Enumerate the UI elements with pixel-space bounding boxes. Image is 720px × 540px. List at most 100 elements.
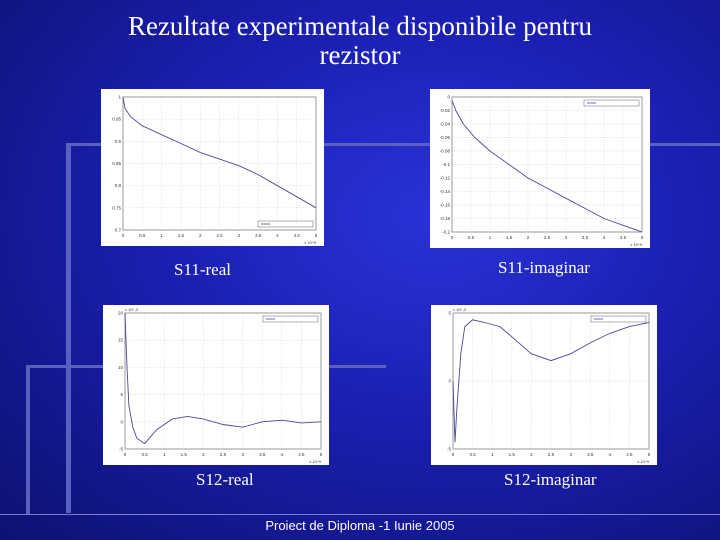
y-tick-label: 5 bbox=[120, 392, 123, 397]
y-tick-label: 0 bbox=[447, 95, 450, 100]
caption-s11-real: S11-real bbox=[174, 260, 231, 279]
x-tick-label: 1.5 bbox=[178, 233, 185, 238]
x-tick-label: 5 bbox=[315, 233, 318, 238]
y-exponent-label: x 10^-3 bbox=[125, 307, 139, 312]
x-tick-label: 0 bbox=[122, 233, 125, 238]
y-tick-label: -0.04 bbox=[440, 122, 451, 127]
decor-horizontal-bar-1 bbox=[66, 143, 720, 146]
y-tick-label: -0.14 bbox=[440, 189, 451, 194]
y-tick-label: 0 bbox=[120, 419, 123, 424]
x-tick-label: 1 bbox=[489, 235, 492, 240]
y-tick-label: 0.85 bbox=[112, 161, 121, 166]
x-tick-label: 4 bbox=[609, 452, 612, 457]
x-tick-label: 3 bbox=[565, 235, 568, 240]
series-line bbox=[122, 96, 317, 209]
x-tick-label: 1.5 bbox=[509, 452, 516, 457]
x-tick-label: 4 bbox=[281, 452, 284, 457]
y-tick-label: -5 bbox=[119, 447, 123, 452]
footer-divider bbox=[0, 514, 720, 515]
x-tick-label: 5 bbox=[320, 452, 323, 457]
chart-s11-real: 0 0.5 1 1.5 2 2.5 3 3.5 4 4.5 5 0.7 0.75 0.8 0.85 0.9 0.… bbox=[112, 95, 318, 246]
plot-s12-imag: 0 0.5 1 1.5 2 2.5 3 3.5 4 4.5 5 -5 0 5 x 10^9 x 10^-3 bbox=[431, 305, 657, 465]
y-tick-label: 10 bbox=[118, 365, 124, 370]
y-tick-label: -5 bbox=[447, 447, 451, 452]
x-tick-label: 3 bbox=[241, 452, 244, 457]
y-tick-label: 0.8 bbox=[115, 183, 122, 188]
y-tick-label: 20 bbox=[118, 311, 124, 316]
y-tick-label: -0.12 bbox=[440, 176, 451, 181]
x-tick-label: 3 bbox=[238, 233, 241, 238]
title-line-2: rezistor bbox=[319, 40, 401, 70]
legend-box bbox=[262, 315, 319, 323]
x-tick-label: 2 bbox=[202, 452, 205, 457]
x-tick-label: 4.5 bbox=[626, 452, 633, 457]
x-tick-label: 1.5 bbox=[181, 452, 188, 457]
x-tick-label: 2.5 bbox=[548, 452, 555, 457]
y-tick-label: -0.2 bbox=[442, 230, 450, 235]
legend-box bbox=[590, 315, 647, 323]
y-tick-label: 1 bbox=[118, 95, 121, 100]
y-tick-label: 15 bbox=[118, 338, 124, 343]
y-tick-label: 0.7 bbox=[115, 228, 122, 233]
slide-title: Rezultate experimentale disponibile pent… bbox=[90, 12, 630, 70]
decor-vertical-bar-1 bbox=[66, 143, 71, 513]
y-exponent-label: x 10^-3 bbox=[453, 307, 467, 312]
x-tick-label: 0 bbox=[124, 452, 127, 457]
x-tick-label: 4.5 bbox=[620, 235, 627, 240]
x-exponent-label: x 10^9 bbox=[309, 459, 321, 464]
series-line bbox=[124, 312, 322, 445]
y-tick-label: -0.08 bbox=[440, 149, 451, 154]
x-tick-label: 1 bbox=[160, 233, 163, 238]
y-tick-label: -0.02 bbox=[440, 108, 451, 113]
plot-s11-real: 0 0.5 1 1.5 2 2.5 3 3.5 4 4.5 5 0.7 0.75 0.8 0.85 0.9 0.… bbox=[101, 89, 324, 246]
legend-box bbox=[257, 220, 314, 228]
plot-s12-real: 0 0.5 1 1.5 2 2.5 3 3.5 4 4.5 5 -5 0 5 10 15 20 x 10^9 x 1… bbox=[103, 305, 329, 465]
plot-s11-imag: 0 0.5 1 1.5 2 2.5 3 3.5 4 4.5 5 -0.2 -0.18 -0.16 -0.14… bbox=[430, 89, 650, 248]
y-tick-label: 5 bbox=[448, 311, 451, 316]
x-tick-label: 3.5 bbox=[582, 235, 589, 240]
series-line bbox=[451, 100, 643, 233]
caption-s11-imag: S11-imaginar bbox=[498, 258, 590, 277]
y-tick-label: -0.16 bbox=[440, 203, 451, 208]
x-tick-label: 3.5 bbox=[587, 452, 594, 457]
x-tick-label: 2 bbox=[530, 452, 533, 457]
x-tick-label: 1.5 bbox=[506, 235, 513, 240]
legend-box bbox=[583, 99, 640, 107]
x-tick-label: 0.5 bbox=[469, 452, 476, 457]
x-tick-label: 5 bbox=[648, 452, 651, 457]
x-tick-label: 2 bbox=[527, 235, 530, 240]
x-tick-label: 4.5 bbox=[298, 452, 305, 457]
chart-s11-imag: 0 0.5 1 1.5 2 2.5 3 3.5 4 4.5 5 -0.2 -0.18 -0.16 -0.14… bbox=[440, 95, 644, 248]
x-exponent-label: x 10^9 bbox=[630, 242, 642, 247]
x-tick-label: 2.5 bbox=[216, 233, 223, 238]
x-tick-label: 2.5 bbox=[544, 235, 551, 240]
x-tick-label: 0 bbox=[451, 235, 454, 240]
x-tick-label: 3.5 bbox=[259, 452, 266, 457]
y-tick-label: -0.1 bbox=[442, 162, 450, 167]
caption-s12-imag: S12-imaginar bbox=[504, 470, 597, 489]
y-tick-label: 0 bbox=[448, 379, 451, 384]
x-tick-label: 2.5 bbox=[220, 452, 227, 457]
x-tick-label: 4 bbox=[603, 235, 606, 240]
x-tick-label: 0.5 bbox=[141, 452, 148, 457]
x-exponent-label: x 10^9 bbox=[637, 459, 649, 464]
series-line bbox=[452, 319, 650, 443]
footer-text: Proiect de Diploma -1 Iunie 2005 bbox=[265, 518, 455, 533]
title-line-1: Rezultate experimentale disponibile pent… bbox=[127, 11, 593, 41]
x-tick-label: 4.5 bbox=[294, 233, 301, 238]
x-tick-label: 1 bbox=[163, 452, 166, 457]
y-tick-label: -0.06 bbox=[440, 135, 451, 140]
x-tick-label: 3.5 bbox=[255, 233, 262, 238]
x-tick-label: 0.5 bbox=[468, 235, 475, 240]
decor-vertical-bar-2 bbox=[26, 365, 30, 515]
x-tick-label: 0 bbox=[452, 452, 455, 457]
x-tick-label: 2 bbox=[199, 233, 202, 238]
y-tick-label: -0.18 bbox=[440, 216, 451, 221]
caption-s12-real: S12-real bbox=[196, 470, 254, 489]
x-tick-label: 1 bbox=[491, 452, 494, 457]
x-tick-label: 0.5 bbox=[139, 233, 146, 238]
y-tick-label: 0.95 bbox=[112, 117, 121, 122]
x-tick-label: 5 bbox=[641, 235, 644, 240]
